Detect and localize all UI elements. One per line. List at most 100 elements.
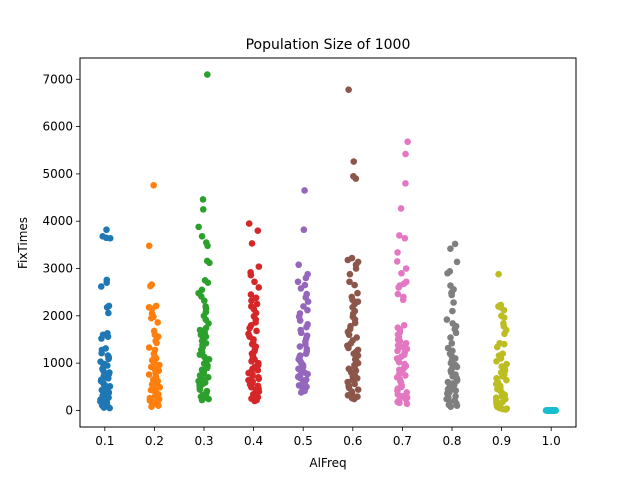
point-1.0-38	[545, 407, 553, 414]
point-0.3-44	[204, 374, 212, 381]
point-0.2-36	[156, 383, 164, 391]
point-0.1-30	[104, 374, 112, 382]
point-0.2-28	[145, 371, 153, 378]
point-0.9-4	[500, 306, 508, 314]
point-0.4-11	[253, 300, 261, 308]
chart-title: Population Size of 1000	[246, 37, 411, 53]
point-0.3-6	[204, 242, 211, 250]
x-tick-label-0.3: 0.3	[194, 434, 213, 448]
point-0.5-10	[304, 298, 312, 305]
y-tick-label-1000: 1000	[42, 356, 73, 370]
point-0.1-57	[106, 404, 113, 412]
point-0.8-0	[451, 240, 459, 248]
point-0.4-0	[245, 220, 253, 227]
point-0.7-3	[397, 205, 405, 212]
point-0.1-16	[98, 349, 105, 357]
point-0.6-22	[351, 319, 359, 327]
point-0.4-19	[246, 324, 253, 332]
point-0.5-24	[296, 343, 304, 350]
point-0.7-42	[402, 372, 409, 379]
point-0.5-27	[302, 350, 310, 357]
point-0.6-5	[344, 256, 352, 264]
point-0.4-10	[248, 297, 255, 304]
point-0.5-15	[296, 317, 304, 324]
point-0.1-9	[105, 309, 112, 317]
point-0.5-0	[301, 187, 308, 194]
point-0.6-26	[345, 331, 353, 339]
point-0.9-10	[501, 330, 508, 338]
point-0.3-14	[201, 297, 208, 304]
point-0.8-12	[443, 316, 451, 323]
point-0.2-51	[155, 402, 162, 410]
point-0.4-8	[247, 291, 255, 298]
y-tick-label-7000: 7000	[42, 72, 73, 86]
point-0.6-3	[352, 175, 360, 182]
point-0.8-10	[450, 299, 457, 306]
point-0.9-17	[493, 357, 500, 365]
point-0.7-0	[404, 138, 411, 146]
point-0.6-31	[345, 344, 352, 352]
point-0.2-10	[154, 319, 162, 326]
point-0.4-1	[254, 227, 262, 234]
point-0.4-44	[255, 375, 263, 383]
point-0.5-51	[297, 389, 305, 396]
point-0.5-12	[304, 306, 311, 314]
point-0.3-1	[199, 196, 207, 203]
y-tick-label-0: 0	[65, 403, 73, 417]
point-0.7-6	[394, 249, 401, 256]
point-0.4-6	[251, 278, 258, 286]
point-0.4-60	[251, 397, 258, 405]
point-0.2-16	[145, 344, 153, 351]
point-0.1-19	[105, 355, 112, 363]
point-0.5-4	[302, 274, 310, 282]
point-0.7-14	[394, 290, 402, 298]
point-0.8-11	[449, 307, 456, 315]
x-tick-label-0.8: 0.8	[442, 434, 461, 448]
x-tick-label-0.4: 0.4	[244, 434, 263, 448]
point-0.8-54	[447, 403, 454, 410]
point-0.7-5	[401, 234, 409, 242]
y-tick-label-5000: 5000	[42, 167, 73, 181]
point-0.5-38	[304, 370, 311, 378]
point-0.7-29	[394, 347, 401, 355]
point-0.8-1	[447, 245, 454, 252]
point-0.4-3	[255, 263, 263, 270]
point-0.7-17	[400, 321, 408, 329]
x-tick-label-0.1: 0.1	[95, 434, 114, 448]
point-0.5-1	[300, 226, 308, 234]
plot-background	[80, 58, 576, 427]
point-0.4-5	[247, 271, 255, 279]
point-0.5-19	[297, 329, 305, 337]
point-0.5-17	[303, 323, 310, 331]
point-0.3-8	[206, 259, 213, 267]
point-0.9-6	[500, 314, 508, 322]
point-0.4-38	[254, 366, 262, 374]
point-0.5-7	[297, 285, 305, 292]
point-0.7-1	[402, 150, 409, 158]
point-0.4-7	[255, 284, 263, 291]
point-0.6-0	[345, 86, 352, 93]
point-0.9-12	[500, 340, 508, 348]
point-0.8-16	[452, 329, 460, 337]
y-tick-label-6000: 6000	[42, 120, 73, 134]
point-0.3-2	[199, 206, 207, 213]
point-0.3-4	[198, 233, 206, 240]
point-0.8-53	[453, 402, 461, 410]
point-0.6-11	[351, 281, 358, 289]
point-0.1-12	[104, 333, 112, 340]
x-tick-label-0.9: 0.9	[492, 434, 511, 448]
point-0.6-8	[352, 265, 360, 272]
x-tick-label-0.2: 0.2	[145, 434, 164, 448]
point-0.1-8	[103, 304, 111, 311]
point-0.9-13	[493, 343, 501, 351]
point-0.4-20	[253, 327, 260, 335]
point-0.3-0	[204, 71, 211, 78]
point-0.3-60	[198, 396, 206, 404]
point-0.1-56	[100, 404, 108, 411]
y-axis-label: FixTimes	[16, 217, 30, 269]
point-0.1-3	[106, 234, 114, 242]
point-0.8-18	[448, 339, 456, 347]
point-0.9-49	[502, 406, 510, 413]
point-0.2-23	[156, 361, 163, 369]
point-0.2-6	[148, 305, 156, 313]
